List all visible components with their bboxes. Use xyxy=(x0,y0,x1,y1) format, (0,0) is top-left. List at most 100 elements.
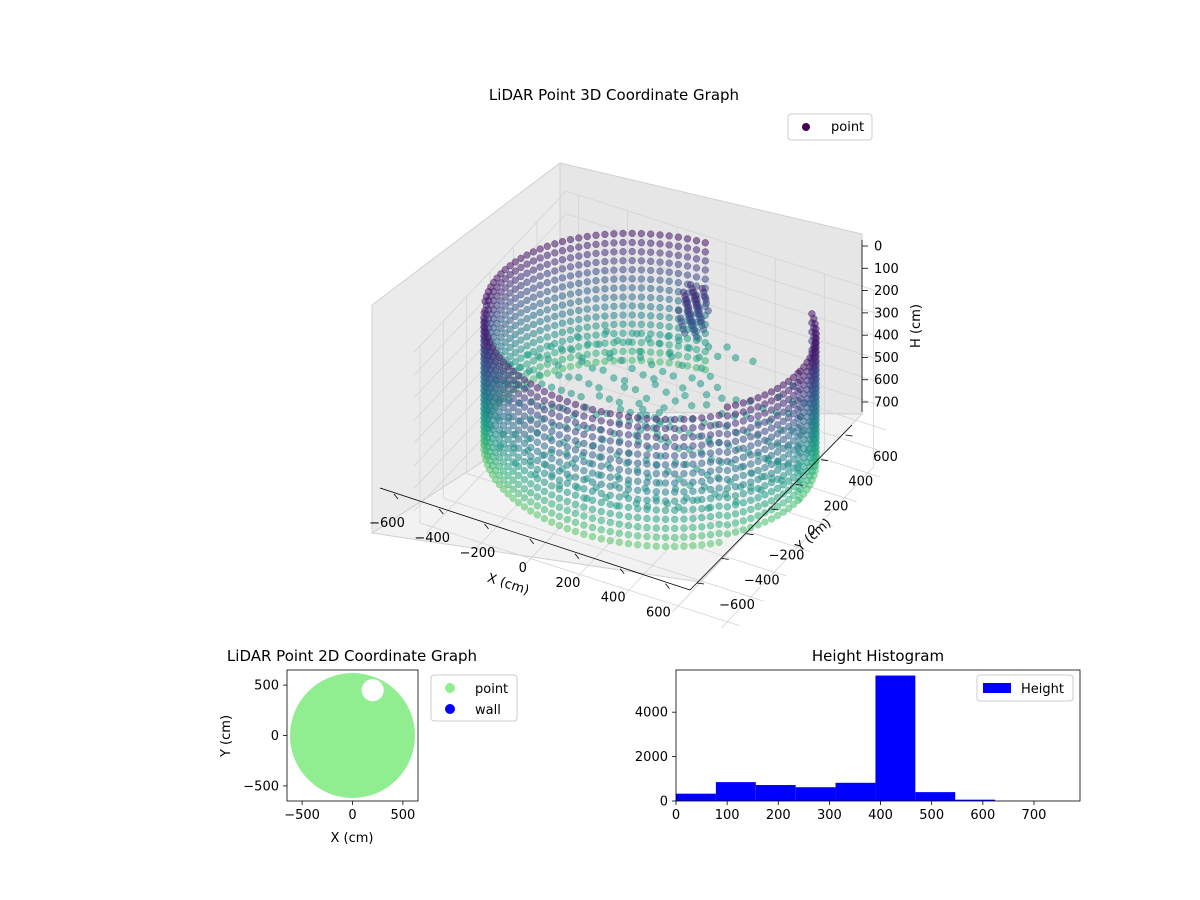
point-mark xyxy=(665,277,673,285)
point-mark xyxy=(620,376,629,385)
point-mark xyxy=(754,503,762,511)
point-mark xyxy=(504,453,512,462)
point-mark xyxy=(595,340,603,348)
y-axis-label-3d: Y (cm) xyxy=(792,516,834,556)
point-mark xyxy=(634,541,642,549)
point-mark xyxy=(509,403,517,412)
point-mark xyxy=(789,500,798,509)
point-mark xyxy=(575,234,583,242)
point-mark xyxy=(615,511,623,519)
point-mark xyxy=(514,417,523,425)
point-mark xyxy=(555,503,564,512)
point-mark xyxy=(563,425,571,433)
point-mark xyxy=(747,514,755,523)
point-mark xyxy=(661,506,670,514)
y-tick-mark xyxy=(820,459,828,462)
point-mark xyxy=(692,273,701,281)
point-mark xyxy=(597,507,605,516)
point-mark xyxy=(514,390,523,398)
y-tick-mark xyxy=(721,557,729,560)
point-mark xyxy=(523,314,531,323)
point-mark xyxy=(558,265,567,273)
point-mark xyxy=(613,336,622,345)
point-mark xyxy=(592,358,600,366)
x-tick-label-hist: 500 xyxy=(919,808,944,823)
y-axis-label-2d: Y (cm) xyxy=(219,715,234,758)
x-tick-mark xyxy=(619,568,625,574)
point-mark xyxy=(588,523,597,532)
point-mark xyxy=(588,514,597,523)
point-mark xyxy=(695,353,703,361)
point-mark xyxy=(527,461,535,470)
point-mark xyxy=(680,433,688,442)
point-mark xyxy=(637,229,646,238)
point-mark xyxy=(664,332,672,341)
point-mark xyxy=(624,531,633,539)
point-mark xyxy=(597,435,605,443)
x-tick-mark xyxy=(438,508,444,515)
point-mark xyxy=(698,541,706,549)
point-mark xyxy=(517,327,525,335)
point-mark xyxy=(747,487,755,495)
point-mark xyxy=(504,462,512,471)
point-mark xyxy=(580,430,588,439)
point-mark xyxy=(517,318,525,326)
point-mark xyxy=(739,480,747,489)
point-mark xyxy=(619,266,627,274)
point-mark xyxy=(779,399,787,407)
point-mark xyxy=(606,509,614,518)
point-mark xyxy=(536,272,544,280)
point-mark xyxy=(731,410,740,418)
point-mark xyxy=(689,451,697,459)
point-mark xyxy=(652,515,660,523)
point-mark xyxy=(671,443,679,451)
point-mark xyxy=(597,408,605,416)
point-mark xyxy=(583,241,591,250)
point-mark xyxy=(580,530,588,538)
point-mark xyxy=(628,347,636,355)
point-mark xyxy=(511,312,519,321)
point-mark xyxy=(580,421,588,429)
point-mark xyxy=(671,452,679,460)
x-tick-label: 200 xyxy=(556,576,581,591)
point-mark xyxy=(619,320,627,328)
point-mark xyxy=(779,508,787,516)
point-mark xyxy=(506,271,514,279)
point-mark xyxy=(689,533,697,541)
point-mark xyxy=(754,430,762,438)
gap-2d xyxy=(361,679,384,702)
point-mark xyxy=(773,384,782,393)
z-ticks: 0 100 200 300 400 500 600 700 xyxy=(862,240,899,411)
point-mark xyxy=(789,373,798,382)
point-mark xyxy=(566,317,575,325)
point-mark xyxy=(533,438,542,446)
x-axis-line xyxy=(379,487,691,591)
point-mark xyxy=(680,460,688,469)
point-mark xyxy=(689,505,697,514)
x-tick-label: −400 xyxy=(414,531,450,546)
point-mark xyxy=(592,322,600,330)
point-mark xyxy=(527,480,535,488)
point-mark xyxy=(575,252,583,260)
point-mark xyxy=(779,472,787,480)
point-mark xyxy=(785,377,793,385)
point-mark xyxy=(656,294,664,303)
point-mark xyxy=(575,261,583,269)
point-mark xyxy=(761,463,769,472)
point-mark xyxy=(499,485,508,493)
point-mark xyxy=(499,476,508,484)
point-mark xyxy=(616,405,625,413)
point-mark xyxy=(706,512,715,521)
point-mark xyxy=(773,448,782,456)
point-mark xyxy=(514,499,523,507)
point-mark xyxy=(637,275,646,283)
point-mark xyxy=(785,450,793,458)
point-mark xyxy=(595,384,603,392)
point-mark xyxy=(706,467,715,475)
point-mark xyxy=(540,514,549,523)
point-mark xyxy=(551,321,559,330)
point-mark xyxy=(731,501,740,509)
point-mark xyxy=(698,523,706,531)
point-mark xyxy=(634,486,642,495)
point-mark xyxy=(615,411,623,419)
